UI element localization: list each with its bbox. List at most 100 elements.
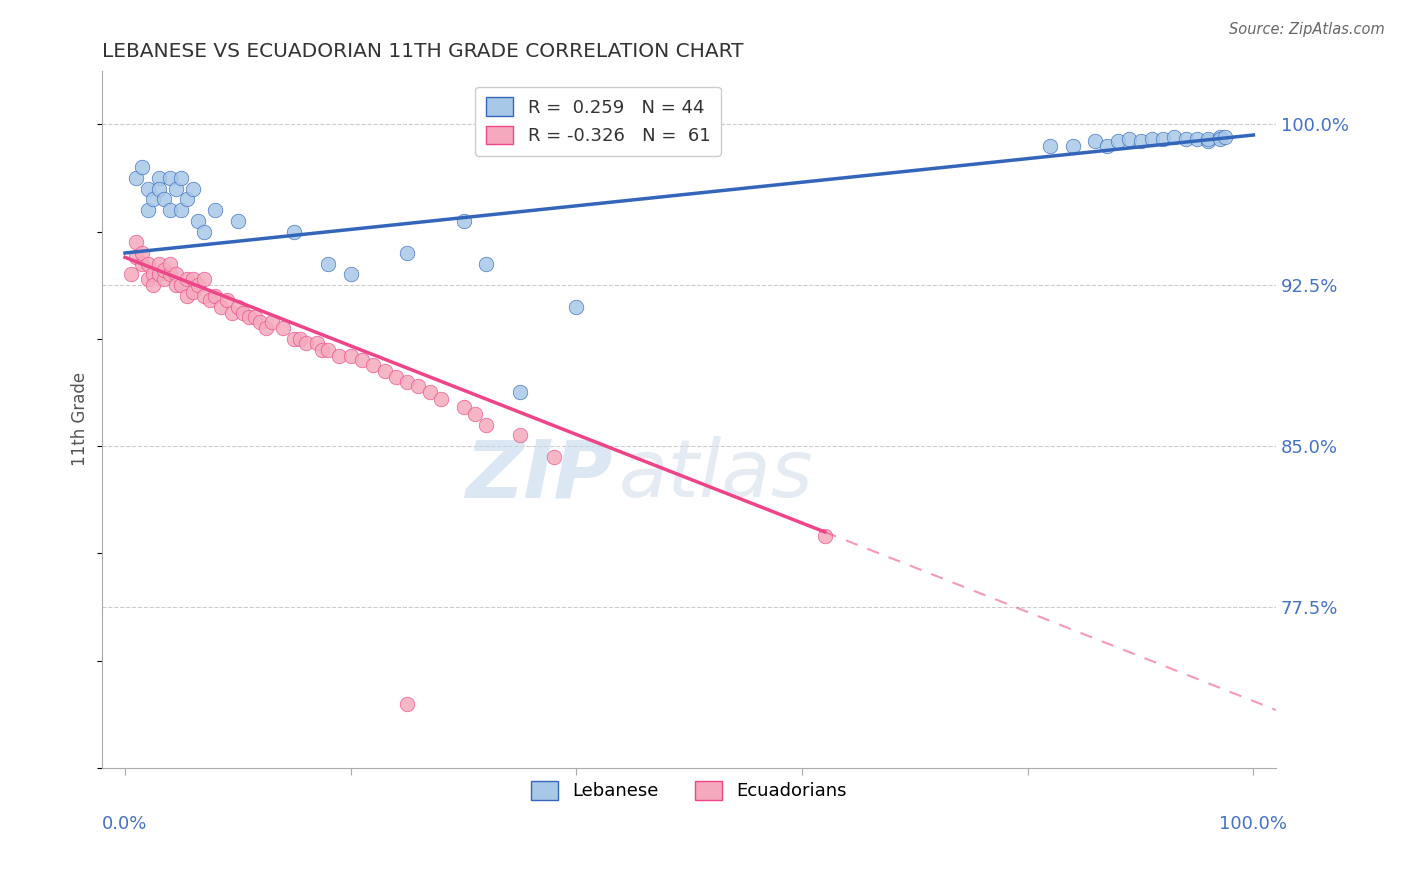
Point (430, 392, 453, 406)
Point (153, 193, 176, 207)
Point (131, 257, 153, 271)
Point (187, 278, 209, 293)
Point (170, 203, 193, 218)
Point (1039, 138, 1062, 153)
Y-axis label: 11th Grade: 11th Grade (72, 372, 89, 467)
Point (254, 321, 277, 335)
Point (385, 370, 408, 384)
Point (165, 278, 187, 293)
Point (328, 349, 350, 363)
Point (339, 349, 361, 363)
Point (316, 257, 339, 271)
Point (148, 181, 170, 195)
Point (288, 332, 311, 346)
Point (350, 353, 373, 368)
Point (187, 214, 209, 228)
Point (475, 257, 498, 271)
Point (1197, 132, 1219, 146)
Point (209, 300, 232, 314)
Point (396, 246, 419, 260)
Point (1107, 135, 1129, 149)
Point (193, 225, 215, 239)
Point (136, 272, 159, 286)
Point (153, 272, 176, 286)
Point (1062, 138, 1084, 153)
Point (1208, 132, 1230, 146)
Point (1095, 138, 1118, 153)
Point (221, 306, 243, 320)
Point (136, 181, 159, 195)
Point (159, 257, 181, 271)
Point (339, 268, 361, 282)
Point (543, 450, 565, 464)
Point (232, 306, 254, 320)
Point (419, 385, 441, 400)
Point (226, 214, 249, 228)
Point (176, 272, 198, 286)
Point (509, 385, 531, 400)
Point (131, 246, 153, 260)
Point (198, 293, 221, 308)
Point (165, 268, 187, 282)
Point (453, 214, 475, 228)
Point (136, 203, 159, 218)
Point (1152, 132, 1174, 146)
Point (813, 529, 835, 543)
Point (159, 268, 181, 282)
Legend: Lebanese, Ecuadorians: Lebanese, Ecuadorians (524, 774, 855, 807)
Point (159, 170, 181, 185)
Point (1118, 132, 1140, 146)
Point (396, 375, 419, 389)
Text: LEBANESE VS ECUADORIAN 11TH GRADE CORRELATION CHART: LEBANESE VS ECUADORIAN 11TH GRADE CORREL… (103, 42, 744, 61)
Point (238, 310, 260, 325)
Point (181, 272, 204, 286)
Point (176, 289, 198, 303)
Text: Source: ZipAtlas.com: Source: ZipAtlas.com (1229, 22, 1385, 37)
Point (283, 332, 305, 346)
Point (159, 203, 181, 218)
Point (464, 407, 486, 421)
Point (136, 257, 159, 271)
Point (311, 343, 333, 357)
Point (1163, 130, 1185, 145)
Point (396, 697, 419, 711)
Point (165, 181, 187, 195)
Text: 100.0%: 100.0% (1219, 815, 1288, 833)
Point (181, 285, 204, 299)
Point (193, 289, 215, 303)
Point (204, 289, 226, 303)
Point (294, 336, 316, 351)
Point (1208, 130, 1230, 145)
Point (243, 310, 266, 325)
Point (565, 300, 588, 314)
Point (1084, 135, 1107, 149)
Point (148, 268, 170, 282)
Point (131, 160, 153, 174)
Point (361, 358, 384, 372)
Point (142, 268, 165, 282)
Point (1185, 132, 1208, 146)
Point (125, 235, 148, 250)
Point (142, 278, 165, 293)
Point (125, 250, 148, 264)
Point (475, 417, 498, 432)
Point (271, 321, 294, 335)
Point (170, 170, 193, 185)
Point (509, 428, 531, 442)
Point (249, 315, 271, 329)
Text: atlas: atlas (619, 436, 814, 514)
Point (204, 203, 226, 218)
Point (148, 170, 170, 185)
Point (1140, 132, 1163, 146)
Point (215, 293, 238, 308)
Point (170, 278, 193, 293)
Point (316, 343, 339, 357)
Point (373, 364, 395, 378)
Point (1174, 132, 1197, 146)
Point (142, 193, 165, 207)
Point (153, 263, 176, 277)
Point (1129, 135, 1152, 149)
Point (226, 300, 249, 314)
Point (120, 268, 142, 282)
Text: 0.0%: 0.0% (103, 815, 148, 833)
